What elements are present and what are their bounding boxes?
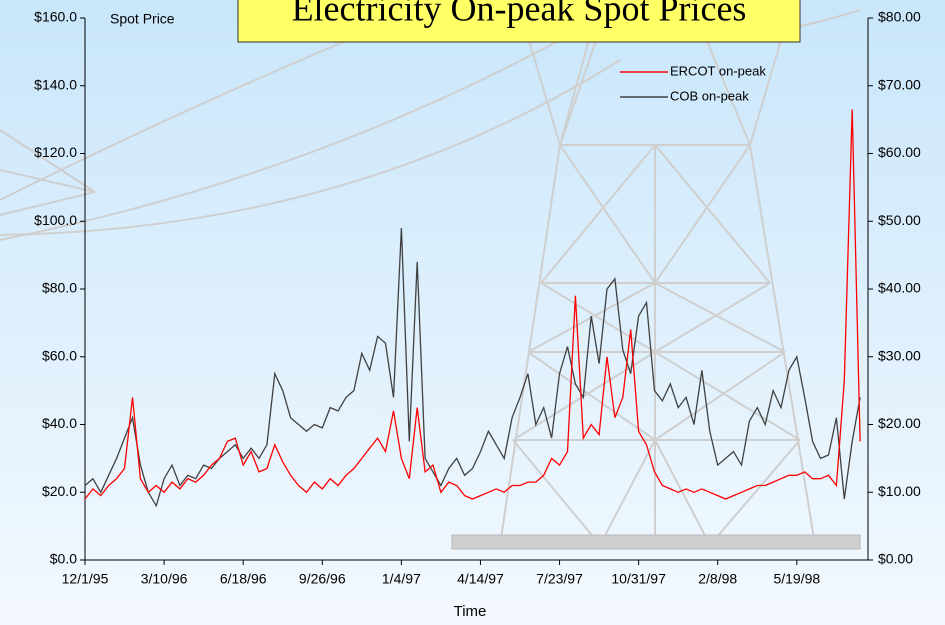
y2-tick-label: $0.00 bbox=[878, 551, 913, 567]
x-tick-label: 12/1/95 bbox=[62, 571, 109, 587]
y-tick-label: $0.0 bbox=[50, 551, 77, 567]
x-tick-label: 2/8/98 bbox=[698, 571, 737, 587]
x-tick-label: 5/19/98 bbox=[773, 571, 820, 587]
legend-label: COB on-peak bbox=[670, 88, 749, 103]
y2-tick-label: $80.00 bbox=[878, 9, 921, 25]
y2-tick-label: $10.00 bbox=[878, 483, 921, 499]
x-tick-label: 1/4/97 bbox=[382, 571, 421, 587]
x-tick-label: 10/31/97 bbox=[611, 571, 666, 587]
y-tick-label: $80.0 bbox=[42, 280, 77, 296]
x-tick-label: 9/26/96 bbox=[299, 571, 346, 587]
x-axis-title: Time bbox=[454, 603, 487, 620]
y2-tick-label: $30.00 bbox=[878, 347, 921, 363]
y-axis-title: Spot Price bbox=[110, 11, 175, 27]
y2-tick-label: $60.00 bbox=[878, 144, 921, 160]
y2-tick-label: $70.00 bbox=[878, 76, 921, 92]
legend-label: ERCOT on-peak bbox=[670, 63, 766, 78]
y2-tick-label: $40.00 bbox=[878, 280, 921, 296]
background bbox=[0, 0, 945, 625]
y-tick-label: $100.0 bbox=[34, 212, 77, 228]
y-tick-label: $60.0 bbox=[42, 347, 77, 363]
y-tick-label: $20.0 bbox=[42, 483, 77, 499]
x-tick-label: 7/23/97 bbox=[536, 571, 583, 587]
y-tick-label: $120.0 bbox=[34, 144, 77, 160]
x-tick-label: 3/10/96 bbox=[141, 571, 188, 587]
x-tick-label: 4/14/97 bbox=[457, 571, 504, 587]
x-tick-label: 6/18/96 bbox=[220, 571, 267, 587]
y-tick-label: $160.0 bbox=[34, 9, 77, 25]
y-tick-label: $140.0 bbox=[34, 76, 77, 92]
y2-tick-label: $20.00 bbox=[878, 415, 921, 431]
y2-tick-label: $50.00 bbox=[878, 212, 921, 228]
y-tick-label: $40.0 bbox=[42, 415, 77, 431]
chart: Electricity On-peak Spot Prices Spot Pri… bbox=[0, 0, 945, 625]
chart-title: Electricity On-peak Spot Prices bbox=[292, 0, 747, 28]
